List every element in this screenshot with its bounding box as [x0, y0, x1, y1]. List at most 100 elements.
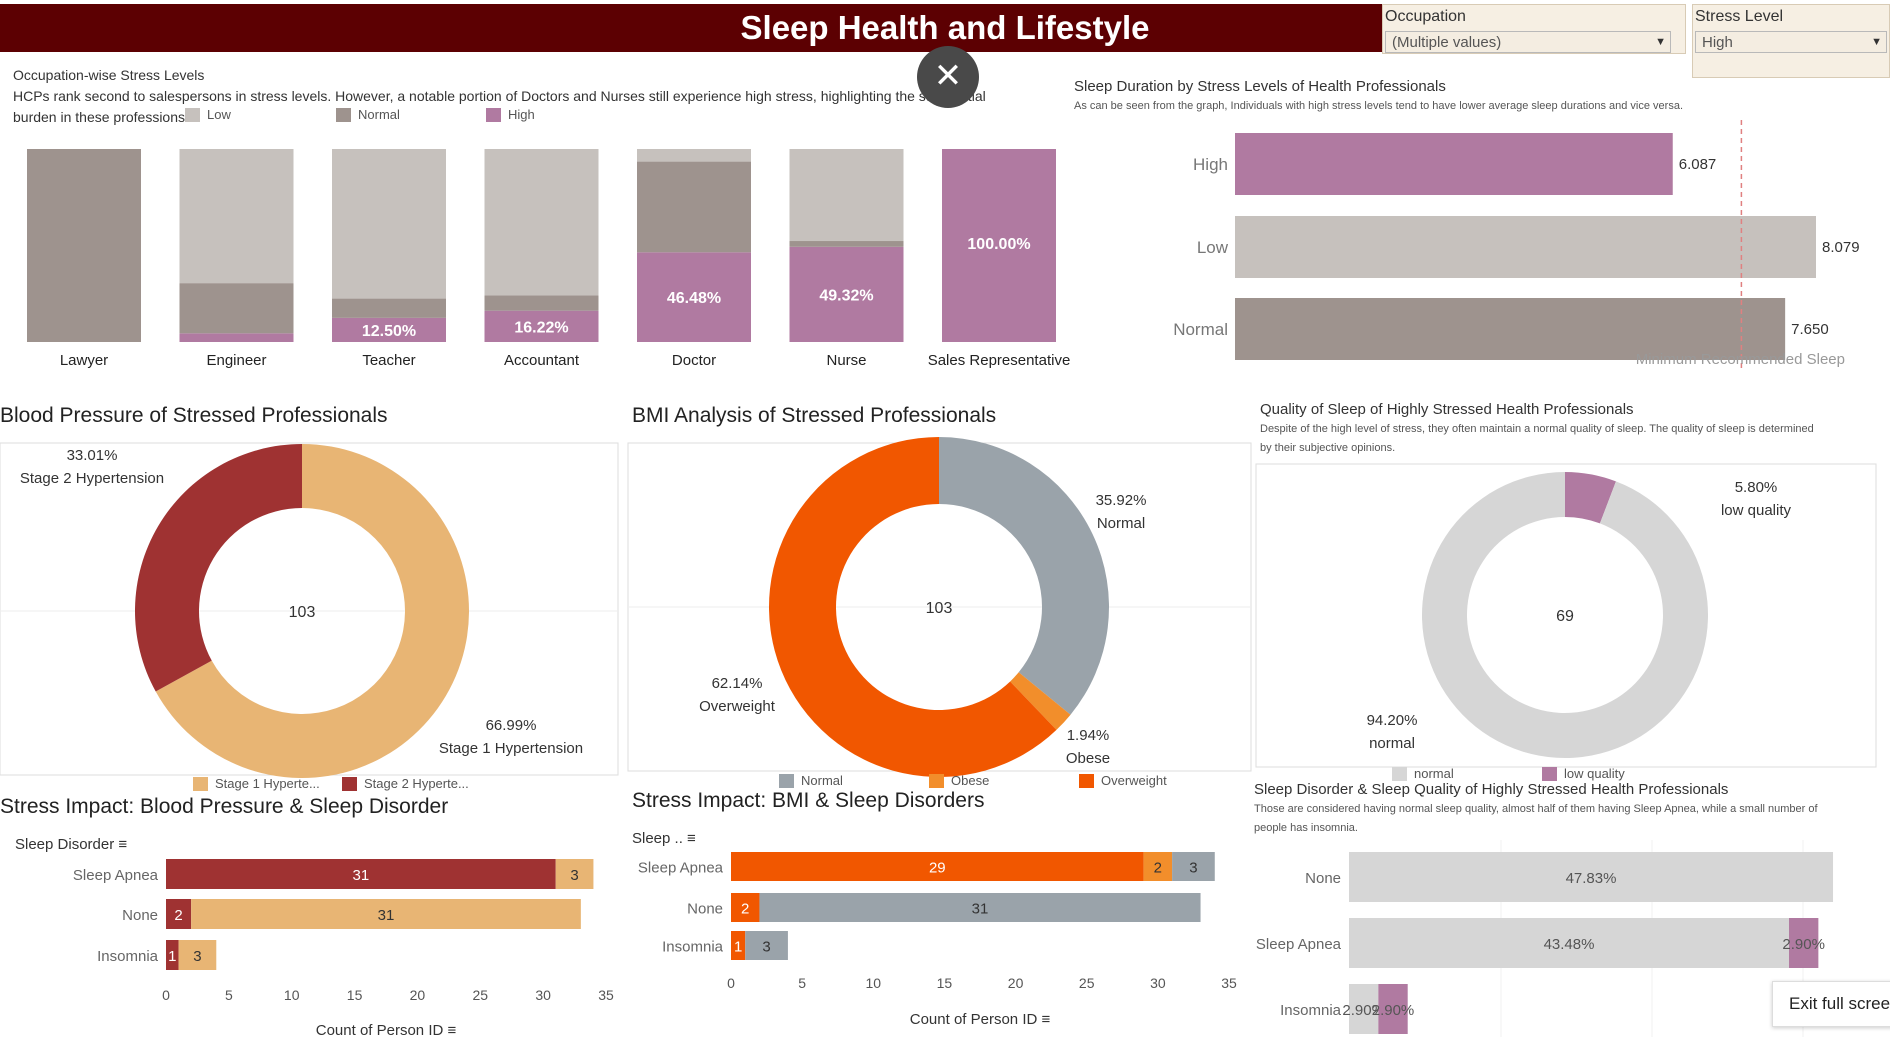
occupation-category-label: Accountant — [504, 352, 580, 369]
disorder-quality-bar-label: 2.90% — [1372, 1002, 1415, 1019]
occupation-bar-nurse-high — [789, 246, 904, 342]
occupation-bar-accountant-low — [484, 149, 599, 296]
bmi-sleep-tick-label: 30 — [1150, 975, 1166, 991]
close-icon: ✕ — [933, 57, 963, 95]
bmi-chart-title: BMI Analysis of Stressed Professionals — [632, 404, 996, 427]
disorder-quality-title: Sleep Disorder & Sleep Quality of Highly… — [1254, 781, 1728, 798]
occupation-category-label: Sales Representative — [928, 352, 1071, 369]
bmi-sleep-bar-label: 1 — [734, 939, 742, 956]
occupation-bar-label: 46.48% — [667, 290, 721, 307]
bmi-sleep-tick-label: 35 — [1221, 975, 1237, 991]
quality-legend-low-label: low quality — [1564, 766, 1625, 781]
bp-legend-stage1-label: Stage 1 Hyperte... — [215, 776, 320, 791]
bmi-obese-percent: 1.94% — [1067, 727, 1110, 744]
bp-sleep-category-label: Insomnia — [97, 948, 159, 965]
disorder-quality-bar-label: 2.90% — [1782, 936, 1825, 953]
sleep-duration-category-label: Low — [1197, 238, 1229, 257]
bp-legend-stage1-swatch — [193, 777, 208, 791]
stress-level-select-value: High — [1702, 34, 1733, 51]
exit-full-screen-button[interactable]: Exit full screen — [1772, 981, 1890, 1027]
disorder-quality-subtitle-line-1: Those are considered having normal sleep… — [1254, 803, 1819, 815]
bp-sleep-bar-label: 31 — [378, 907, 395, 924]
quality-low-percent: 5.80% — [1735, 479, 1778, 496]
bp-sleep-tick-label: 5 — [225, 987, 233, 1003]
bmi-donut-slice-normal — [939, 437, 1109, 715]
bmi-legend-overweight-swatch — [1079, 774, 1094, 788]
bp-donut-slice-stage-1-hypertension — [155, 444, 469, 778]
occupation-bar-engineer-normal — [179, 283, 294, 334]
bp-sleep-bar-label: 3 — [570, 867, 578, 884]
bmi-donut-center-label: 103 — [926, 600, 953, 617]
bmi-sleep-bar-insomnia-overweight — [731, 931, 746, 960]
occupation-bar-accountant-normal — [484, 295, 599, 311]
disorder-quality-bar-sleep-apnea-normal — [1349, 918, 1790, 968]
sleep-duration-value-label: 7.650 — [1791, 321, 1829, 338]
sleep-duration-value-label: 6.087 — [1679, 156, 1717, 173]
bmi-obese-name: Obese — [1066, 750, 1110, 767]
occupation-filter-label: Occupation — [1385, 8, 1466, 25]
occupation-bar-teacher-high — [332, 317, 446, 342]
quality-legend-normal-label: normal — [1414, 766, 1454, 781]
occupation-filter[interactable]: Occupation (Multiple values) ▼ — [1382, 4, 1686, 54]
bmi-sleep-tick-label: 25 — [1079, 975, 1095, 991]
sleep-duration-bar-high — [1235, 133, 1673, 195]
occupation-chart-subtitle-line-1: HCPs rank second to salespersons in stre… — [13, 88, 986, 104]
bmi-sleep-bar-label: 2 — [1154, 860, 1162, 877]
bmi-sleep-bar-label: 3 — [762, 939, 770, 956]
occupation-legend-high-swatch — [486, 108, 501, 122]
bp-sleep-bar-label: 1 — [168, 948, 176, 965]
bmi-legend-normal-swatch — [779, 774, 794, 788]
occupation-legend-low-swatch — [185, 108, 200, 122]
bp-sleep-bar-none-stage-1-hypertension — [191, 899, 581, 929]
occupation-bar-teacher-normal — [332, 298, 446, 318]
bp-sleep-title: Stress Impact: Blood Pressure & Sleep Di… — [0, 795, 448, 818]
quality-chart-title: Quality of Sleep of Highly Stressed Heal… — [1260, 401, 1634, 418]
quality-donut-slice-normal — [1422, 472, 1708, 758]
occupation-category-label: Teacher — [362, 352, 415, 369]
bmi-sleep-bar-label: 31 — [972, 901, 989, 918]
quality-chart-subtitle-line-1: Despite of the high level of stress, the… — [1260, 423, 1814, 435]
bp-sleep-bar-label: 3 — [193, 948, 201, 965]
bp-stage1-percent: 66.99% — [486, 717, 537, 734]
bmi-sleep-xlabel: Count of Person ID ≡ — [910, 1011, 1051, 1028]
sleep-duration-bar-normal — [1235, 298, 1786, 360]
occupation-category-label: Doctor — [672, 352, 716, 369]
bmi-normal-name: Normal — [1097, 515, 1145, 532]
disorder-quality-bar-sleep-apnea-low-quality — [1789, 918, 1819, 968]
disorder-quality-bar-label: 47.83% — [1566, 870, 1617, 887]
occupation-select-value: (Multiple values) — [1392, 34, 1502, 51]
bmi-overweight-name: Overweight — [699, 698, 776, 715]
disorder-quality-bar-label: 43.48% — [1544, 936, 1595, 953]
occupation-select[interactable]: (Multiple values) ▼ — [1385, 31, 1671, 53]
occupation-chart-subtitle-line-2: burden in these professions. — [13, 109, 189, 125]
quality-legend-normal-swatch — [1392, 767, 1407, 781]
quality-chart-subtitle-line-2: by their subjective opinions. — [1260, 442, 1395, 454]
bmi-sleep-bar-none-overweight — [731, 893, 760, 922]
header-bar — [0, 4, 1382, 52]
quality-normal-percent: 94.20% — [1367, 712, 1418, 729]
occupation-category-label: Nurse — [826, 352, 866, 369]
stress-level-select[interactable]: High ▼ — [1695, 31, 1887, 53]
stress-level-filter[interactable]: Stress Level High ▼ — [1692, 4, 1890, 78]
bp-donut-center-label: 103 — [289, 604, 316, 621]
bmi-sleep-tick-label: 5 — [798, 975, 806, 991]
bmi-sleep-bar-sleep-apnea-obese — [1143, 852, 1173, 881]
bmi-sleep-category-label: None — [687, 901, 723, 918]
close-button[interactable]: ✕ — [917, 46, 979, 108]
bp-sleep-tick-label: 0 — [162, 987, 170, 1003]
bp-chart-title: Blood Pressure of Stressed Professionals — [0, 404, 388, 427]
bmi-sleep-bar-label: 2 — [741, 901, 749, 918]
occupation-legend-low-label: Low — [207, 107, 231, 122]
occupation-chart-title: Occupation-wise Stress Levels — [13, 67, 204, 83]
occupation-bar-label: 16.22% — [514, 319, 568, 336]
bmi-donut-slice-obese — [1010, 672, 1071, 730]
occupation-bar-label: 100.00% — [967, 236, 1030, 253]
chevron-down-icon: ▼ — [1871, 36, 1882, 48]
sleep-duration-reference-label: Minimum Recommended Sleep — [1636, 351, 1845, 368]
bp-sleep-category-label: Sleep Apnea — [73, 867, 159, 884]
bmi-sleep-tick-label: 15 — [937, 975, 953, 991]
occupation-category-label: Lawyer — [60, 352, 108, 369]
sleep-duration-category-label: Normal — [1173, 320, 1228, 339]
bp-sleep-tick-label: 15 — [347, 987, 363, 1003]
